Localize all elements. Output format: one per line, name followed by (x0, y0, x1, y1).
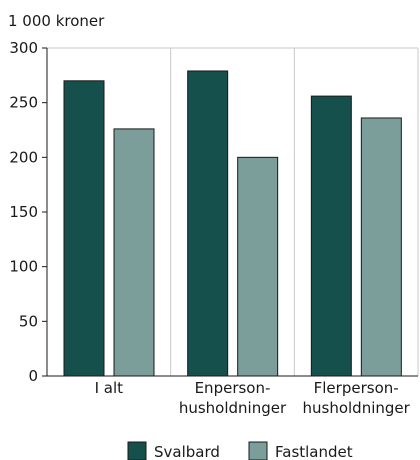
legend-swatch-svalbard (127, 441, 147, 460)
y-tick-label-250: 250 (9, 94, 38, 112)
x-axis-labels: I alt Enperson-husholdninger Flerperson-hu… (95, 379, 411, 417)
x-tick-label-0-0: I alt (95, 379, 124, 397)
bars (63, 70, 402, 377)
y-tick-label-50: 50 (19, 312, 38, 330)
y-axis-ticks: 0 50 100 150 200 250 300 (9, 39, 47, 385)
x-tick-label-1-1: husholdninger (179, 399, 287, 417)
y-tick-label-300: 300 (9, 39, 38, 57)
bar-svalbard-2 (310, 95, 352, 377)
bar-fastlandet-1 (237, 156, 279, 377)
bar-svalbard-1 (187, 70, 229, 377)
y-tick-label-100: 100 (9, 258, 38, 276)
bar-fastlandet-0 (113, 128, 155, 377)
legend-label-fastlandet: Fastlandet (275, 443, 353, 460)
bar-svalbard-0 (63, 80, 105, 377)
y-tick-label-0: 0 (28, 367, 38, 385)
x-tick-label-2-1: husholdninger (303, 399, 411, 417)
legend-swatch-fastlandet (248, 441, 268, 460)
y-tick-label-200: 200 (9, 148, 38, 166)
x-tick-label-2-0: Flerperson- (314, 379, 399, 397)
y-tick-label-150: 150 (9, 203, 38, 221)
x-tick-label-1-0: Enperson- (195, 379, 271, 397)
grid-lines (47, 47, 419, 376)
unit-label: 1 000 kroner (8, 12, 105, 30)
legend: Svalbard Fastlandet (127, 441, 353, 460)
legend-label-svalbard: Svalbard (154, 443, 220, 460)
bar-fastlandet-2 (360, 117, 402, 377)
